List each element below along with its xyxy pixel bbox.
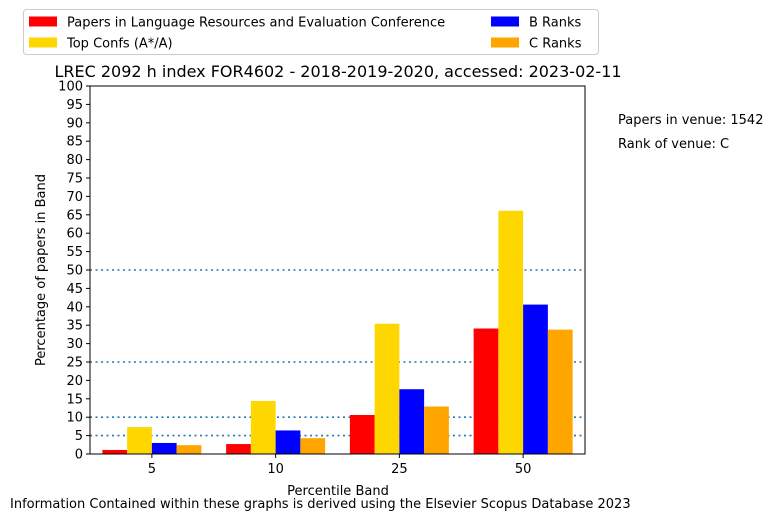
bar-c-ranks-10	[300, 438, 326, 454]
y-tick-label-85: 85	[66, 135, 83, 150]
x-tick-label-50: 50	[515, 462, 532, 477]
y-tick-label-70: 70	[66, 190, 83, 205]
bar-b-ranks-5	[151, 442, 177, 454]
y-axis-label: Percentage of papers in Band	[34, 174, 49, 366]
annotation-papers-in-venue: Papers in venue: 1542	[618, 113, 763, 128]
y-tick-label-50: 50	[66, 264, 83, 279]
y-tick-label-90: 90	[66, 116, 83, 131]
bar-top-confs-a-a--10	[250, 401, 276, 454]
bar-b-ranks-25	[399, 389, 425, 454]
legend-label-top-confs-a-a-: Top Confs (A*/A)	[66, 37, 173, 52]
legend-label-c-ranks: C Ranks	[529, 37, 582, 52]
legend: Papers in Language Resources and Evaluat…	[23, 9, 599, 55]
legend-swatch-b-ranks	[491, 16, 519, 27]
bar-papers-in-language-resources-and-evaluation-conference-25	[349, 414, 375, 454]
y-tick-label-0: 0	[75, 448, 83, 463]
bar-top-confs-a-a--25	[374, 323, 400, 454]
bars	[102, 210, 573, 454]
y-tick-label-55: 55	[66, 245, 83, 260]
x-axis-label: Percentile Band	[287, 484, 389, 499]
y-tick-label-95: 95	[66, 98, 83, 113]
y-tick-label-5: 5	[75, 429, 83, 444]
y-tick-label-10: 10	[66, 411, 83, 426]
bar-c-ranks-50	[547, 329, 573, 454]
bar-b-ranks-50	[523, 304, 548, 454]
bar-b-ranks-10	[275, 430, 301, 454]
bar-top-confs-a-a--5	[127, 427, 152, 454]
axes: 0 5 10 15 20 25 30 35 40 45 50 55 60 65 70 75 80 85 90 95 10…	[58, 80, 586, 477]
footer-note: Information Contained within these graph…	[10, 497, 631, 512]
legend-swatch-top-confs-a-a-	[29, 37, 57, 48]
y-tick-label-35: 35	[66, 319, 83, 334]
bar-papers-in-language-resources-and-evaluation-conference-50	[473, 328, 499, 454]
bar-top-confs-a-a--50	[498, 210, 524, 454]
annotation-rank-of-venue: Rank of venue: C	[618, 137, 729, 152]
y-tick-label-100: 100	[58, 80, 83, 95]
x-tick-label-10: 10	[267, 462, 284, 477]
x-tick-label-5: 5	[148, 462, 156, 477]
y-tick-label-60: 60	[66, 227, 83, 242]
y-tick-label-20: 20	[66, 374, 83, 389]
legend-label-b-ranks: B Ranks	[529, 16, 582, 31]
x-tick-label-25: 25	[391, 462, 408, 477]
bar-c-ranks-25	[424, 406, 449, 454]
y-tick-label-30: 30	[66, 337, 83, 352]
y-tick-label-15: 15	[66, 392, 83, 407]
y-tick-label-75: 75	[66, 172, 83, 187]
y-tick-label-45: 45	[66, 282, 83, 297]
bar-c-ranks-5	[176, 445, 202, 454]
legend-swatch-papers-in-language-resources-and-evaluation-conference	[29, 16, 57, 27]
chart-title: LREC 2092 h index FOR4602 - 2018-2019-20…	[54, 62, 621, 81]
legend-label-papers-in-language-resources-and-evaluation-conference: Papers in Language Resources and Evaluat…	[67, 16, 445, 31]
legend-swatch-c-ranks	[491, 37, 519, 48]
y-tick-label-25: 25	[66, 356, 83, 371]
y-tick-label-80: 80	[66, 153, 83, 168]
bar-papers-in-language-resources-and-evaluation-conference-5	[102, 449, 128, 454]
bar-papers-in-language-resources-and-evaluation-conference-10	[226, 444, 251, 454]
y-tick-label-65: 65	[66, 208, 83, 223]
legend-box	[23, 9, 599, 55]
y-tick-label-40: 40	[66, 300, 83, 315]
